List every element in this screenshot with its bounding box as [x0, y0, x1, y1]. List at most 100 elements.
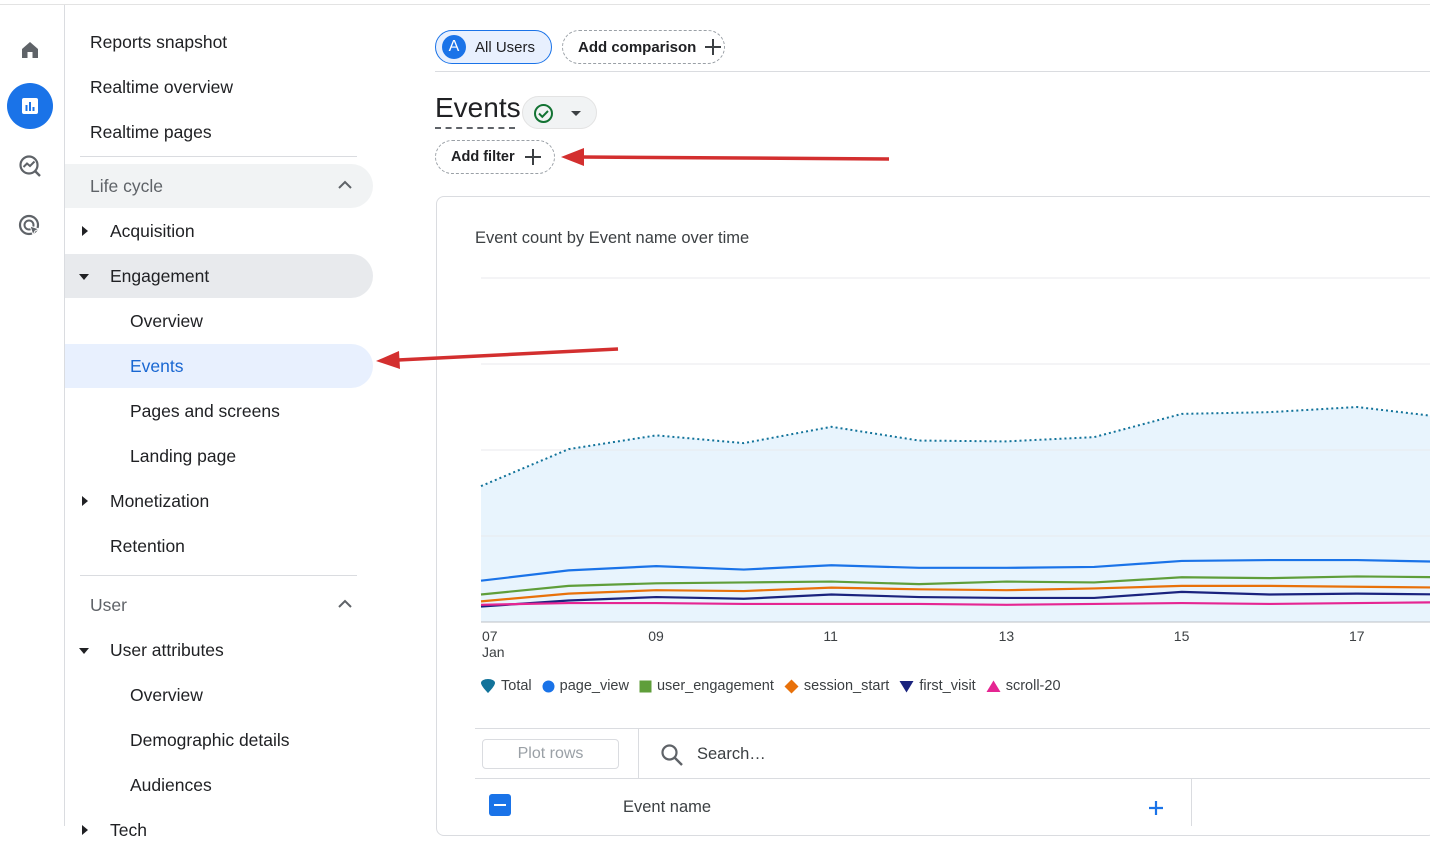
- x-tick-label: 07: [482, 628, 498, 644]
- table-divider: [475, 778, 1430, 779]
- segment-avatar: A: [442, 35, 466, 59]
- legend-item-user_engagement[interactable]: user_engagement: [639, 678, 774, 694]
- left-rail: [0, 5, 65, 826]
- reports-icon[interactable]: [7, 83, 53, 129]
- nav-label: Realtime overview: [90, 76, 233, 97]
- add-filter-button[interactable]: Add filter: [435, 140, 555, 174]
- legend-item-Total[interactable]: Total: [480, 678, 532, 694]
- expand-arrow-icon: [82, 825, 88, 835]
- legend-label: first_visit: [919, 678, 976, 694]
- add-filter-label: Add filter: [451, 149, 515, 165]
- column-header-event-name[interactable]: Event name: [623, 798, 712, 816]
- advertising-icon[interactable]: [7, 203, 53, 249]
- nav-label: Overview: [130, 684, 203, 705]
- nav-divider: [80, 156, 357, 157]
- nav-label: Realtime pages: [90, 121, 212, 142]
- series-line-user_engagement: [480, 575, 1430, 596]
- search-icon[interactable]: [660, 743, 684, 767]
- nav-divider: [80, 575, 357, 576]
- legend-label: session_start: [803, 678, 890, 694]
- chart-title: Event count by Event name over time: [475, 229, 750, 247]
- nav-label: Overview: [130, 310, 203, 331]
- nav-pages-and-screens[interactable]: Pages and screens: [65, 389, 373, 433]
- series-line-scroll-20: [480, 601, 1430, 606]
- check-circle-icon: [534, 104, 553, 123]
- nav-label: Events: [130, 355, 184, 376]
- nav-events[interactable]: Events: [65, 344, 373, 388]
- nav-section-user[interactable]: User: [65, 583, 373, 627]
- segment-label: All Users: [475, 38, 536, 56]
- home-icon[interactable]: [7, 27, 53, 73]
- header-divider: [435, 71, 1430, 72]
- toolbar-separator: [638, 729, 639, 779]
- legend-label: user_engagement: [656, 678, 774, 694]
- plot-rows-button[interactable]: Plot rows: [482, 739, 619, 769]
- legend-item-page_view[interactable]: page_view: [542, 678, 629, 694]
- series-line-first_visit: [480, 590, 1430, 608]
- select-all-checkbox[interactable]: [489, 794, 511, 816]
- expand-arrow-icon: [82, 226, 88, 236]
- nav-reports-snapshot[interactable]: Reports snapshot: [65, 20, 355, 64]
- nav-demographic-details[interactable]: Demographic details: [65, 718, 373, 762]
- nav-label: Retention: [110, 535, 185, 556]
- nav-landing-page[interactable]: Landing page: [65, 434, 373, 478]
- nav-section-label: User: [90, 594, 127, 615]
- nav-label: Landing page: [130, 445, 237, 466]
- series-line-session_start: [480, 584, 1430, 603]
- nav-section-label: Life cycle: [90, 175, 163, 196]
- nav-label: Acquisition: [110, 220, 195, 241]
- add-dimension-plus-icon[interactable]: [1148, 800, 1164, 816]
- line-chart: [480, 277, 1430, 623]
- page-title: Events: [435, 92, 521, 123]
- x-tick-month: Jan: [482, 644, 505, 660]
- plus-icon: [524, 149, 541, 165]
- legend-marker-icon: [784, 679, 804, 694]
- nav-retention[interactable]: Retention: [65, 524, 373, 568]
- search-input[interactable]: Search…: [697, 745, 766, 763]
- legend-item-scroll-20[interactable]: scroll-20: [986, 678, 1061, 694]
- title-underline: [435, 127, 515, 129]
- nav-engagement-overview[interactable]: Overview: [65, 299, 373, 343]
- x-tick-label: 11: [823, 628, 838, 644]
- nav-label: Demographic details: [130, 729, 290, 750]
- data-quality-button[interactable]: [522, 96, 597, 129]
- nav-user-overview[interactable]: Overview: [65, 673, 373, 717]
- nav-engagement[interactable]: Engagement: [65, 254, 373, 298]
- nav-realtime-pages[interactable]: Realtime pages: [65, 110, 355, 154]
- legend-item-session_start[interactable]: session_start: [784, 678, 889, 694]
- nav-label: Monetization: [110, 490, 210, 511]
- nav-user-attributes[interactable]: User attributes: [65, 628, 373, 672]
- expand-arrow-icon: [82, 496, 88, 506]
- nav-section-lifecycle[interactable]: Life cycle: [65, 164, 373, 208]
- nav-acquisition[interactable]: Acquisition: [65, 209, 373, 253]
- x-tick-label: 13: [998, 628, 1015, 644]
- nav-label: Pages and screens: [130, 400, 280, 421]
- x-tick-label: 15: [1173, 628, 1190, 644]
- add-comparison-button[interactable]: Add comparison: [562, 30, 725, 64]
- legend-item-first_visit[interactable]: first_visit: [899, 678, 976, 694]
- legend-label: page_view: [559, 678, 629, 694]
- nav-label: User attributes: [110, 639, 224, 660]
- series-line-page_view: [480, 558, 1430, 582]
- dropdown-arrow-icon: [571, 111, 581, 116]
- nav-realtime-overview[interactable]: Realtime overview: [65, 65, 355, 109]
- legend-marker-icon: [639, 680, 657, 693]
- legend-marker-icon: [480, 678, 501, 694]
- top-border: [0, 0, 1430, 5]
- legend-label: scroll-20: [1005, 678, 1061, 694]
- nav-monetization[interactable]: Monetization: [65, 479, 373, 523]
- x-tick-label: 09: [648, 628, 664, 644]
- plus-icon: [705, 39, 722, 55]
- report-navigation: Reports snapshot Realtime overview Realt…: [65, 5, 435, 840]
- chevron-up-icon: [338, 180, 352, 189]
- chart-legend: Total page_view user_engagement session_sta…: [480, 676, 1071, 696]
- x-tick-label: 17: [1349, 628, 1365, 644]
- explore-icon[interactable]: [7, 143, 53, 189]
- legend-marker-icon: [986, 680, 1006, 693]
- table-divider: [475, 728, 1430, 729]
- nav-audiences[interactable]: Audiences: [65, 763, 373, 807]
- legend-marker-icon: [542, 680, 560, 693]
- legend-marker-icon: [899, 680, 919, 693]
- column-separator: [1191, 779, 1192, 826]
- segment-chip-all-users[interactable]: A All Users: [435, 30, 552, 64]
